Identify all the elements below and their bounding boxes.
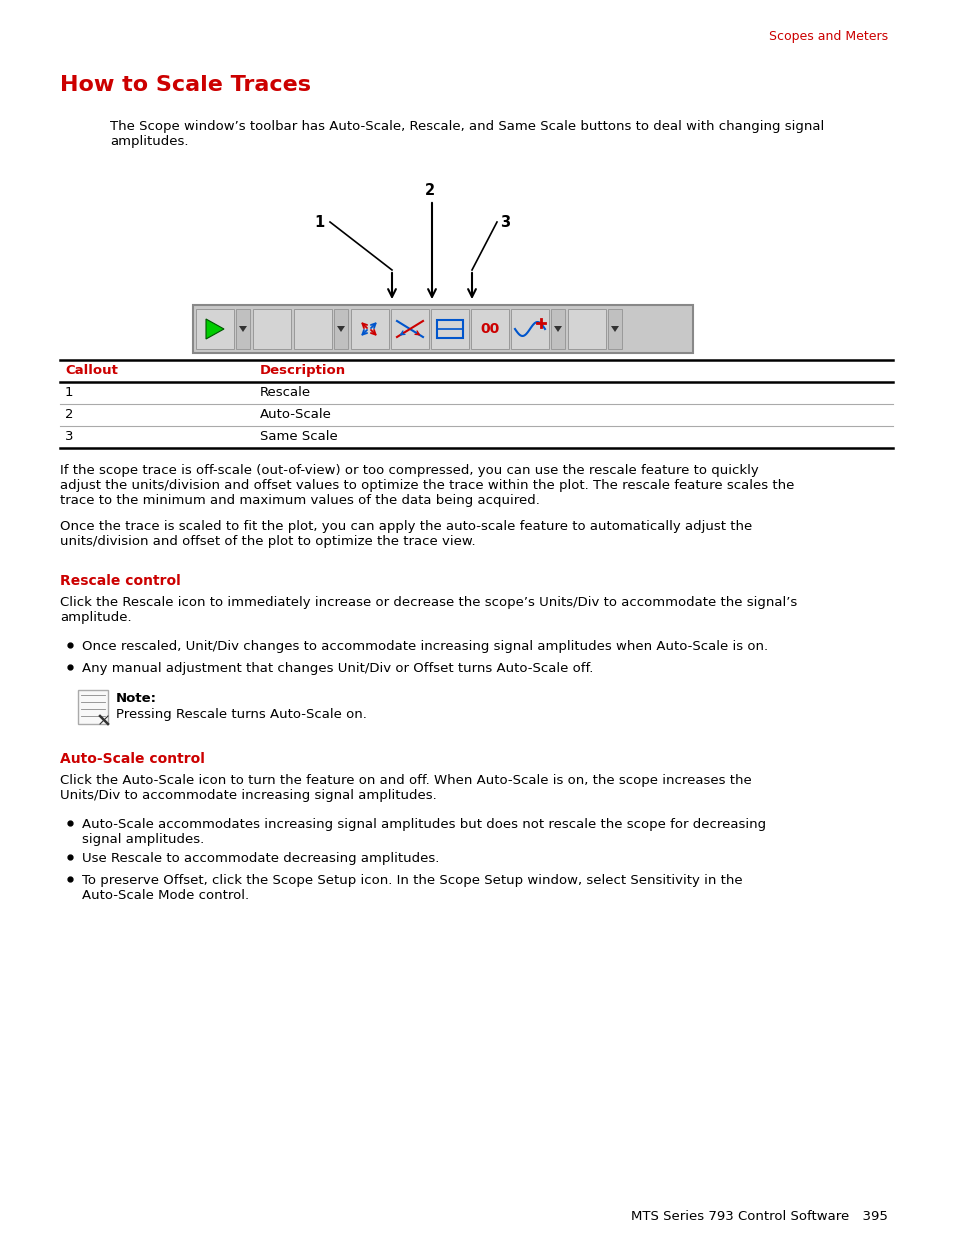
Bar: [78, 690, 108, 724]
Bar: [567, 309, 605, 350]
Bar: [334, 309, 348, 350]
Text: Any manual adjustment that changes Unit/Div or Offset turns Auto-Scale off.: Any manual adjustment that changes Unit/…: [82, 662, 593, 676]
Text: 3: 3: [65, 430, 73, 443]
Text: 00: 00: [480, 322, 499, 336]
Text: 2: 2: [424, 183, 435, 198]
Bar: [511, 309, 548, 350]
Text: Pressing Rescale turns Auto-Scale on.: Pressing Rescale turns Auto-Scale on.: [116, 708, 367, 721]
Text: The Scope window’s toolbar has Auto-Scale, Rescale, and Same Scale buttons to de: The Scope window’s toolbar has Auto-Scal…: [110, 120, 823, 148]
Text: Use Rescale to accommodate decreasing amplitudes.: Use Rescale to accommodate decreasing am…: [82, 852, 439, 864]
Bar: [195, 309, 233, 350]
Bar: [351, 309, 389, 350]
Bar: [607, 309, 621, 350]
Text: Description: Description: [260, 364, 346, 377]
Text: Note:: Note:: [116, 692, 157, 705]
Bar: [253, 309, 291, 350]
Bar: [551, 309, 564, 350]
Text: Once the trace is scaled to fit the plot, you can apply the auto-scale feature t: Once the trace is scaled to fit the plot…: [60, 520, 752, 548]
Text: How to Scale Traces: How to Scale Traces: [60, 75, 311, 95]
Text: Click the Auto-Scale icon to turn the feature on and off. When Auto-Scale is on,: Click the Auto-Scale icon to turn the fe…: [60, 774, 751, 802]
Polygon shape: [206, 319, 224, 338]
Bar: [436, 320, 462, 338]
Text: Callout: Callout: [65, 364, 118, 377]
Polygon shape: [239, 326, 247, 332]
Text: 3: 3: [499, 215, 510, 230]
Bar: [294, 309, 332, 350]
Text: Once rescaled, Unit/Div changes to accommodate increasing signal amplitudes when: Once rescaled, Unit/Div changes to accom…: [82, 640, 767, 653]
Bar: [193, 305, 692, 353]
Bar: [431, 309, 469, 350]
Text: 1: 1: [65, 387, 73, 399]
Text: Auto-Scale: Auto-Scale: [260, 408, 332, 421]
Bar: [471, 309, 509, 350]
Text: 2: 2: [65, 408, 73, 421]
Polygon shape: [554, 326, 561, 332]
Text: Rescale control: Rescale control: [60, 574, 180, 588]
Polygon shape: [336, 326, 345, 332]
Bar: [391, 309, 429, 350]
Text: Same Scale: Same Scale: [260, 430, 337, 443]
Polygon shape: [610, 326, 618, 332]
Text: To preserve Offset, click the Scope Setup icon. In the Scope Setup window, selec: To preserve Offset, click the Scope Setu…: [82, 874, 741, 902]
Text: If the scope trace is off-scale (out-of-view) or too compressed, you can use the: If the scope trace is off-scale (out-of-…: [60, 464, 794, 508]
Bar: [235, 309, 250, 350]
Text: Auto-Scale control: Auto-Scale control: [60, 752, 205, 766]
Text: 1: 1: [314, 215, 325, 230]
Text: Click the Rescale icon to immediately increase or decrease the scope’s Units/Div: Click the Rescale icon to immediately in…: [60, 597, 797, 624]
Text: MTS Series 793 Control Software  395: MTS Series 793 Control Software 395: [631, 1210, 887, 1223]
Text: Auto-Scale accommodates increasing signal amplitudes but does not rescale the sc: Auto-Scale accommodates increasing signa…: [82, 818, 765, 846]
Text: Rescale: Rescale: [260, 387, 311, 399]
Text: Scopes and Meters: Scopes and Meters: [768, 30, 887, 43]
